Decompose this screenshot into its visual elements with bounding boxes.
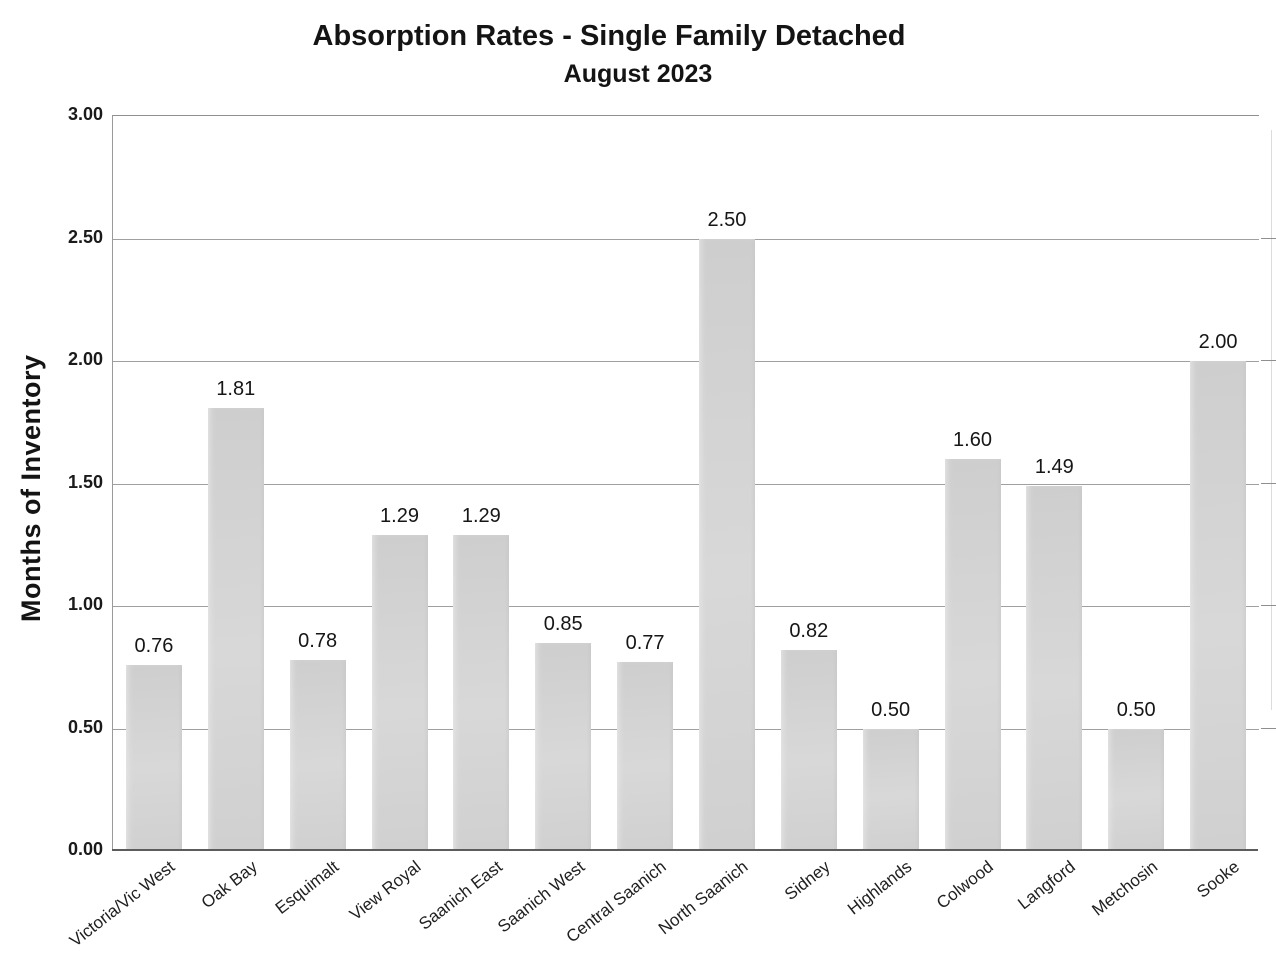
bar — [371, 534, 428, 851]
bar-value-label: 0.78 — [298, 629, 338, 652]
gridline-right-tick — [1261, 482, 1276, 484]
gridline — [113, 483, 1259, 485]
bar-value-label: 1.49 — [1034, 455, 1074, 478]
y-tick-label: 1.00 — [67, 594, 103, 614]
x-tick-label: Langford — [1014, 857, 1080, 914]
y-tick-label: 2.50 — [67, 226, 103, 247]
scan-artifact-line — [1271, 130, 1272, 710]
bar — [1026, 485, 1083, 851]
bar — [453, 534, 510, 851]
x-tick-label: Highlands — [844, 857, 916, 919]
bar-value-label: 0.50 — [1116, 698, 1156, 721]
x-axis-line — [112, 849, 1258, 851]
bar-value-label: 1.29 — [461, 504, 501, 527]
y-tick-label: 1.50 — [67, 471, 103, 492]
bar-value-label: 0.82 — [789, 620, 829, 643]
gridline — [113, 238, 1259, 240]
bar — [535, 642, 592, 851]
bar — [862, 728, 919, 851]
bar-value-label: 2.50 — [707, 208, 747, 231]
bar — [207, 407, 264, 851]
y-tick-label: 0.00 — [67, 839, 103, 859]
bar-value-label: 0.76 — [134, 634, 174, 657]
gridline-right-tick — [1261, 360, 1276, 361]
x-tick-label: Esquimalt — [271, 857, 343, 918]
bar — [698, 238, 755, 851]
bar — [1190, 361, 1247, 851]
bar — [125, 664, 182, 851]
x-tick-label: Colwood — [933, 857, 998, 913]
x-tick-label: North Saanich — [655, 857, 752, 939]
bar — [1108, 728, 1165, 851]
chart-subtitle: August 2023 — [563, 60, 713, 88]
bar — [780, 650, 837, 851]
bar-value-label: 2.00 — [1198, 331, 1238, 353]
bar-value-label: 0.50 — [871, 698, 911, 721]
bar — [944, 459, 1001, 851]
bar-value-label: 1.81 — [216, 377, 256, 400]
bar-value-label: 1.29 — [380, 504, 419, 527]
x-tick-label: Victoria/Vic West — [66, 857, 179, 951]
bar — [289, 659, 346, 851]
chart-title: Absorption Rates - Single Family Detache… — [312, 20, 906, 52]
gridline — [113, 728, 1259, 730]
bar-value-label: 1.60 — [953, 429, 992, 451]
x-tick-label: Saanich East — [415, 857, 507, 934]
gridline-right-tick — [1261, 237, 1276, 239]
plot-area: 0.76 1.81 0.78 1.29 1.29 0.85 0.77 2.50 0.82 0.50… — [112, 115, 1259, 851]
bar-value-label: 0.77 — [625, 632, 665, 655]
gridline-right-tick — [1261, 605, 1276, 606]
x-tick-label: View Royal — [345, 857, 425, 925]
x-tick-label: Oak Bay — [197, 857, 261, 913]
gridline-right-tick — [1261, 727, 1276, 729]
x-tick-label: Metchosin — [1088, 857, 1161, 920]
bar — [617, 662, 674, 851]
x-tick-label: Sooke — [1193, 857, 1243, 902]
x-tick-label: Sidney — [780, 857, 834, 904]
bar-value-label: 0.85 — [543, 612, 583, 635]
y-tick-label: 0.50 — [67, 716, 103, 737]
gridline — [113, 606, 1259, 607]
gridline — [113, 361, 1259, 362]
y-tick-label: 3.00 — [67, 104, 103, 124]
y-tick-label: 2.00 — [67, 349, 103, 369]
